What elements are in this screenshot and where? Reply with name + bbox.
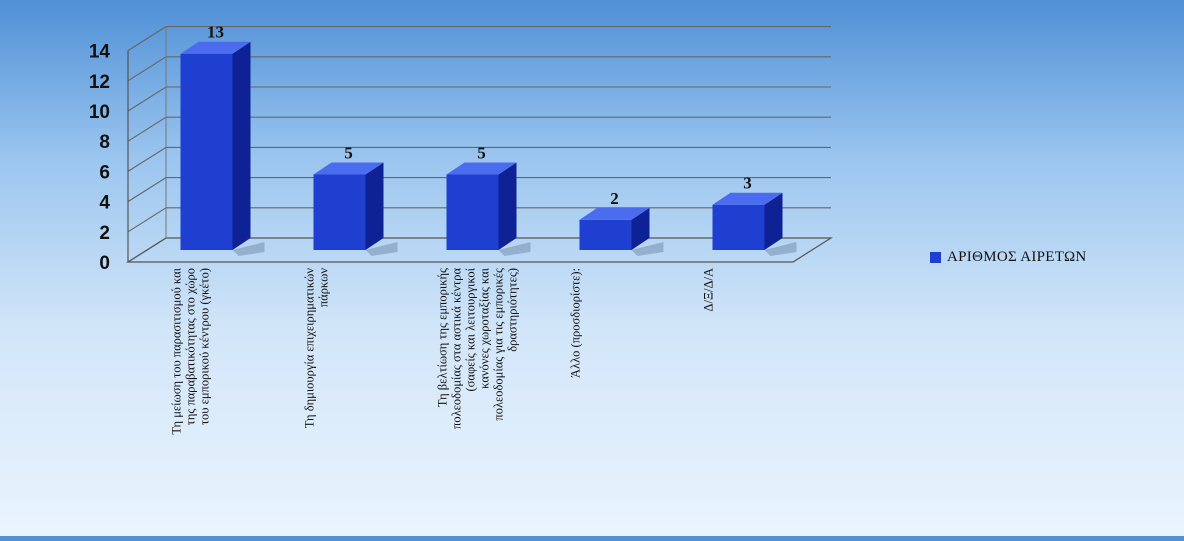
bar xyxy=(446,162,531,256)
bar-front xyxy=(712,204,765,250)
bar-top xyxy=(579,207,650,220)
bar-side xyxy=(631,207,650,250)
x-tick-label-line: πολεοδομίας στα αστικά κέντρα xyxy=(450,268,464,429)
y-tick-label: 12 xyxy=(89,72,110,93)
x-tick-label-line: κανόνες χωροταξίας και xyxy=(478,267,492,388)
bar-top xyxy=(712,192,783,205)
x-tick-label: Δ/Ξ/Δ/Α xyxy=(702,268,716,312)
bar-top xyxy=(446,162,517,175)
x-tick-label: Τη μείωση του παρασιτισμού καιτης παραβα… xyxy=(170,267,212,434)
legend-label: ΑΡΙΘΜΟΣ ΑΙΡΕΤΩΝ xyxy=(947,249,1087,265)
y-tick-label: 2 xyxy=(99,223,110,244)
y-tick-label: 14 xyxy=(89,42,111,63)
bar-shadow xyxy=(764,242,797,256)
bar-side xyxy=(764,192,783,250)
data-label: 2 xyxy=(610,189,619,208)
y-tick-label: 6 xyxy=(99,162,110,183)
bar-side xyxy=(365,162,384,250)
data-label: 3 xyxy=(743,174,752,193)
x-tick-label-line: Δ/Ξ/Δ/Α xyxy=(702,268,716,312)
x-tick-label-line: δραστηριότητες) xyxy=(506,268,520,352)
legend-swatch xyxy=(930,252,941,263)
x-tick-label-line: της παραβατικότητας στο χώρο xyxy=(184,268,198,425)
chart-floor xyxy=(125,237,834,263)
legend: ΑΡΙΘΜΟΣ ΑΙΡΕΤΩΝ xyxy=(930,249,1087,266)
x-tick-label-line: πάρκων xyxy=(317,268,331,308)
x-tick-label: Τη βελτίωση της εμπορικήςπολεοδομίας στα… xyxy=(436,267,520,429)
bar-top xyxy=(313,162,384,175)
x-tick-label: Άλλο (προσδιορίστε): xyxy=(569,268,583,378)
bar-shadow xyxy=(498,242,531,256)
bar xyxy=(579,207,664,256)
bar-top xyxy=(180,41,251,54)
x-tick-label: Τη δημιουργία επιχειρηματικώνπάρκων xyxy=(303,268,331,428)
bar-shadow xyxy=(365,242,398,256)
bar xyxy=(712,192,797,256)
y-tick-label: 8 xyxy=(99,132,110,153)
x-tick-label-line: Άλλο (προσδιορίστε): xyxy=(569,268,583,378)
bar-front xyxy=(180,53,233,251)
y-tick-label: 10 xyxy=(89,102,110,123)
data-label: 5 xyxy=(344,144,353,163)
bar xyxy=(180,41,265,256)
bar-side xyxy=(498,162,517,250)
x-tick-label-line: (σαφείς και λειτουργικοί xyxy=(464,267,478,391)
x-tick-label-line: πολεοδομίας για τις εμπορικές xyxy=(492,268,506,421)
bar-front xyxy=(579,219,632,250)
y-tick-label: 0 xyxy=(99,253,110,274)
data-label: 13 xyxy=(207,23,224,42)
data-label: 5 xyxy=(477,144,486,163)
y-tick-label: 4 xyxy=(99,193,110,214)
bar-side xyxy=(232,41,251,251)
bar-shadow xyxy=(631,242,664,256)
x-tick-label-line: του εμπορικού κέντρου (γκέτο) xyxy=(198,268,212,425)
x-tick-label-line: Τη βελτίωση της εμπορικής xyxy=(436,268,450,407)
x-tick-label-line: Τη μείωση του παρασιτισμού και xyxy=(170,267,184,434)
bar xyxy=(313,162,398,256)
bar-shadow xyxy=(232,242,265,256)
bar-front xyxy=(446,174,499,250)
bar-front xyxy=(313,174,366,250)
x-tick-label-line: Τη δημιουργία επιχειρηματικών xyxy=(303,268,317,428)
